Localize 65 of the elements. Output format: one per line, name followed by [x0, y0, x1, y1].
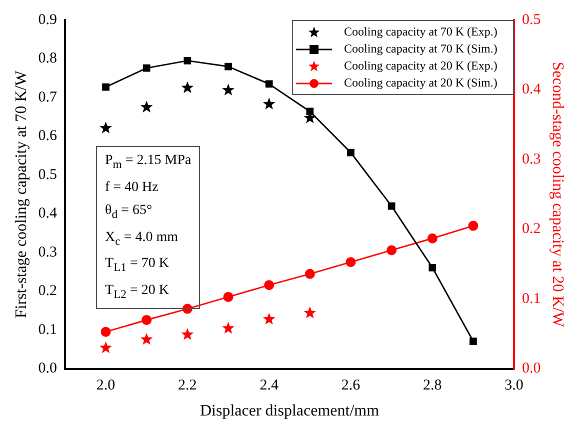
- point: [347, 148, 354, 156]
- point: [427, 233, 438, 244]
- y-tick-label: 0.4: [38, 206, 58, 222]
- y-tick-label: 0.1: [38, 322, 57, 338]
- point: [386, 245, 397, 256]
- x-tick-label: 3.0: [504, 378, 524, 394]
- point: [306, 108, 314, 116]
- point: [100, 341, 112, 354]
- x-tick-label: 2.4: [260, 378, 279, 394]
- y-tick-label: 0.7: [38, 89, 58, 106]
- point: [304, 268, 315, 279]
- y2-tick-label: 0.0: [522, 360, 541, 377]
- point: [304, 306, 316, 318]
- y-axis-title: First-stage cooling capacity at 70 K/W: [12, 70, 30, 318]
- annotation: θ$_{d}$ = 65°: [105, 202, 154, 223]
- point: [140, 333, 153, 345]
- x-axis-title: Displacer displacement/mm: [200, 402, 380, 420]
- y-tick-label: 0.3: [38, 244, 57, 260]
- y2-tick-label: 0.4: [522, 82, 542, 98]
- y-tick-label: 0.8: [38, 50, 57, 67]
- x-tick-label: 2.8: [423, 378, 442, 394]
- point: [265, 80, 273, 88]
- x-tick-label: 2.2: [178, 378, 197, 394]
- point: [100, 122, 112, 134]
- legend-label: Cooling capacity at 20 K (Sim.): [344, 76, 498, 90]
- legend-label: Cooling capacity at 20 K (Exp.): [344, 58, 498, 73]
- annotation: P$_{m}$ = 2.15 MPa: [105, 152, 192, 173]
- y-tick-label: 0.6: [38, 128, 58, 144]
- point: [262, 98, 276, 110]
- point: [222, 84, 234, 96]
- annotation: X$_{c}$ = 4.0 mm: [105, 228, 179, 250]
- point: [223, 292, 234, 302]
- point: [181, 328, 194, 340]
- y2-tick-label: 0.2: [522, 221, 541, 238]
- point: [468, 220, 478, 231]
- point: [140, 100, 153, 112]
- point: [428, 264, 436, 272]
- point: [264, 280, 274, 290]
- point: [346, 257, 356, 268]
- y2-axis-title: Second-stage cooling capacity at 20 K/W: [549, 62, 566, 328]
- y2-tick-label: 0.3: [522, 151, 541, 168]
- y2-tick-label: 0.5: [522, 12, 541, 28]
- point: [224, 62, 232, 70]
- y-tick-label: 0.0: [38, 360, 57, 377]
- y-tick-label: 0.5: [38, 166, 57, 183]
- x-tick-label: 2.6: [341, 378, 361, 394]
- point: [102, 83, 110, 91]
- point: [388, 202, 396, 210]
- annotation: T$_{L1}$ = 70 K: [105, 255, 170, 276]
- point: [262, 312, 276, 325]
- legend-label: Cooling capacity at 70 K (Sim.): [344, 42, 498, 56]
- point: [142, 314, 152, 325]
- y-tick-label: 0.2: [38, 283, 57, 300]
- x-tick-label: 2.0: [96, 378, 116, 394]
- annotation: T$_{L2}$ = 20 K: [105, 282, 170, 303]
- point: [100, 326, 111, 337]
- point: [184, 57, 192, 64]
- annotation: f = 40 Hz: [105, 178, 160, 197]
- point: [470, 338, 477, 345]
- y2-tick-label: 0.1: [522, 290, 541, 307]
- point: [181, 81, 194, 94]
- legend-label: Cooling capacity at 70 K (Exp.): [344, 24, 498, 39]
- y-tick-label: 0.9: [38, 12, 57, 28]
- point: [142, 64, 150, 72]
- point: [222, 322, 234, 334]
